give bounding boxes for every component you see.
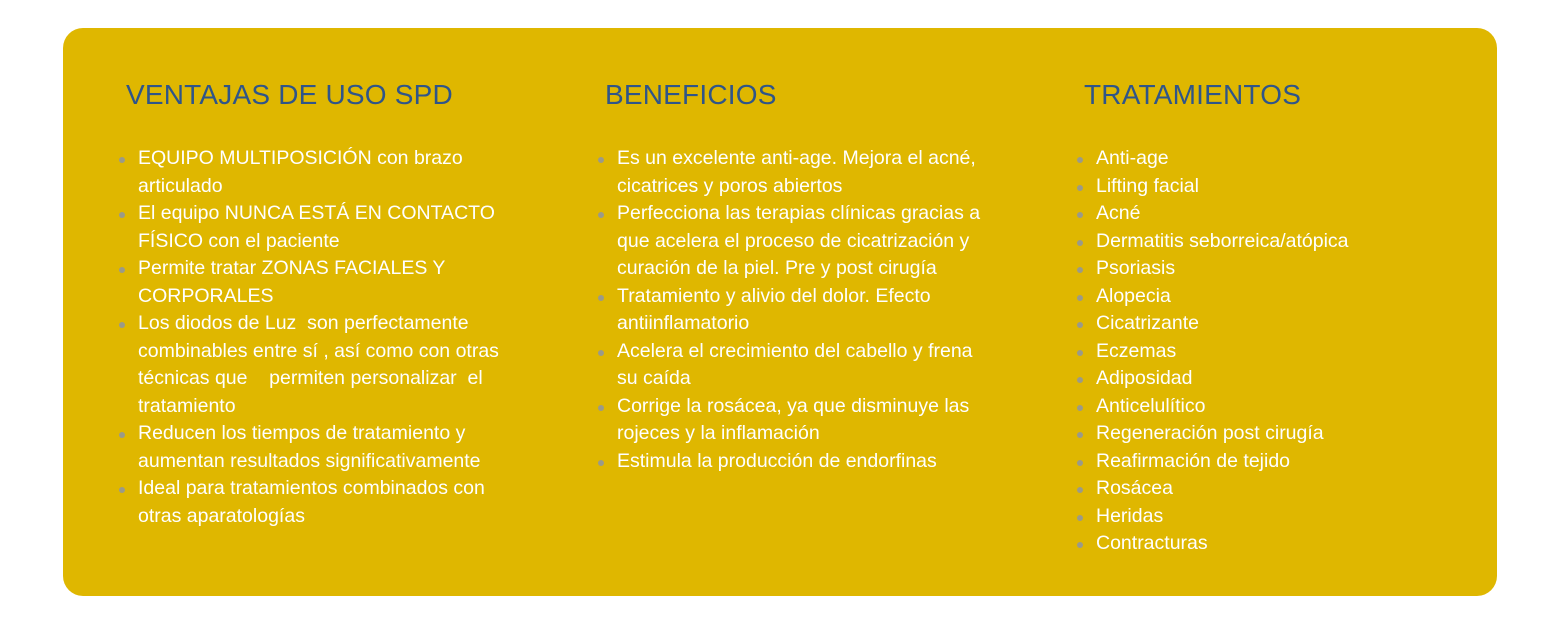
ventajas-list: EQUIPO MULTIPOSICIÓN con brazo articulad… [119,145,526,530]
list-item: Reafirmación de tejido [1077,448,1466,476]
list-item: Los diodos de Luz son perfectamente comb… [119,310,508,420]
list-item: Dermatitis seborreica/atópica [1077,228,1466,256]
list-item: Reducen los tiempos de tratamiento y aum… [119,420,508,475]
list-item: Heridas [1077,503,1466,531]
list-item: Anti-age [1077,145,1466,173]
list-item: Rosácea [1077,475,1466,503]
list-item: Es un excelente anti-age. Mejora el acné… [598,145,987,200]
list-item: Contracturas [1077,530,1466,558]
column-beneficios: BENEFICIOS Es un excelente anti-age. Mej… [598,78,1005,476]
list-item: Tratamiento y alivio del dolor. Efecto a… [598,283,987,338]
list-item: Psoriasis [1077,255,1466,283]
list-item: Acelera el crecimiento del cabello y fre… [598,338,987,393]
beneficios-list: Es un excelente anti-age. Mejora el acné… [598,145,1005,476]
list-item: Alopecia [1077,283,1466,311]
column-title: TRATAMIENTOS [1084,79,1302,110]
list-item: Cicatrizante [1077,310,1466,338]
list-item: Anticelulítico [1077,393,1466,421]
list-item: El equipo NUNCA ESTÁ EN CONTACTO FÍSICO … [119,200,508,255]
list-item: Permite tratar ZONAS FACIALES Y CORPORAL… [119,255,508,310]
column-ventajas: VENTAJAS DE USO SPD EQUIPO MULTIPOSICIÓN… [119,78,526,530]
list-item: Perfecciona las terapias clínicas gracia… [598,200,987,283]
list-item: Eczemas [1077,338,1466,366]
column-tratamientos: TRATAMIENTOS Anti-age Lifting facial Acné D… [1077,78,1484,558]
list-item: EQUIPO MULTIPOSICIÓN con brazo articulad… [119,145,508,200]
info-panel: VENTAJAS DE USO SPD EQUIPO MULTIPOSICIÓN… [63,28,1497,596]
list-item: Regeneración post cirugía [1077,420,1466,448]
tratamientos-list: Anti-age Lifting facial Acné Dermatitis seb… [1077,145,1484,558]
column-title: BENEFICIOS [605,79,777,110]
list-item: Adiposidad [1077,365,1466,393]
list-item: Ideal para tratamientos combinados con o… [119,475,508,530]
list-item: Acné [1077,200,1466,228]
list-item: Lifting facial [1077,173,1466,201]
list-item: Estimula la producción de endorfinas [598,448,987,476]
column-title: VENTAJAS DE USO SPD [126,79,453,110]
list-item: Corrige la rosácea, ya que disminuye las… [598,393,987,448]
